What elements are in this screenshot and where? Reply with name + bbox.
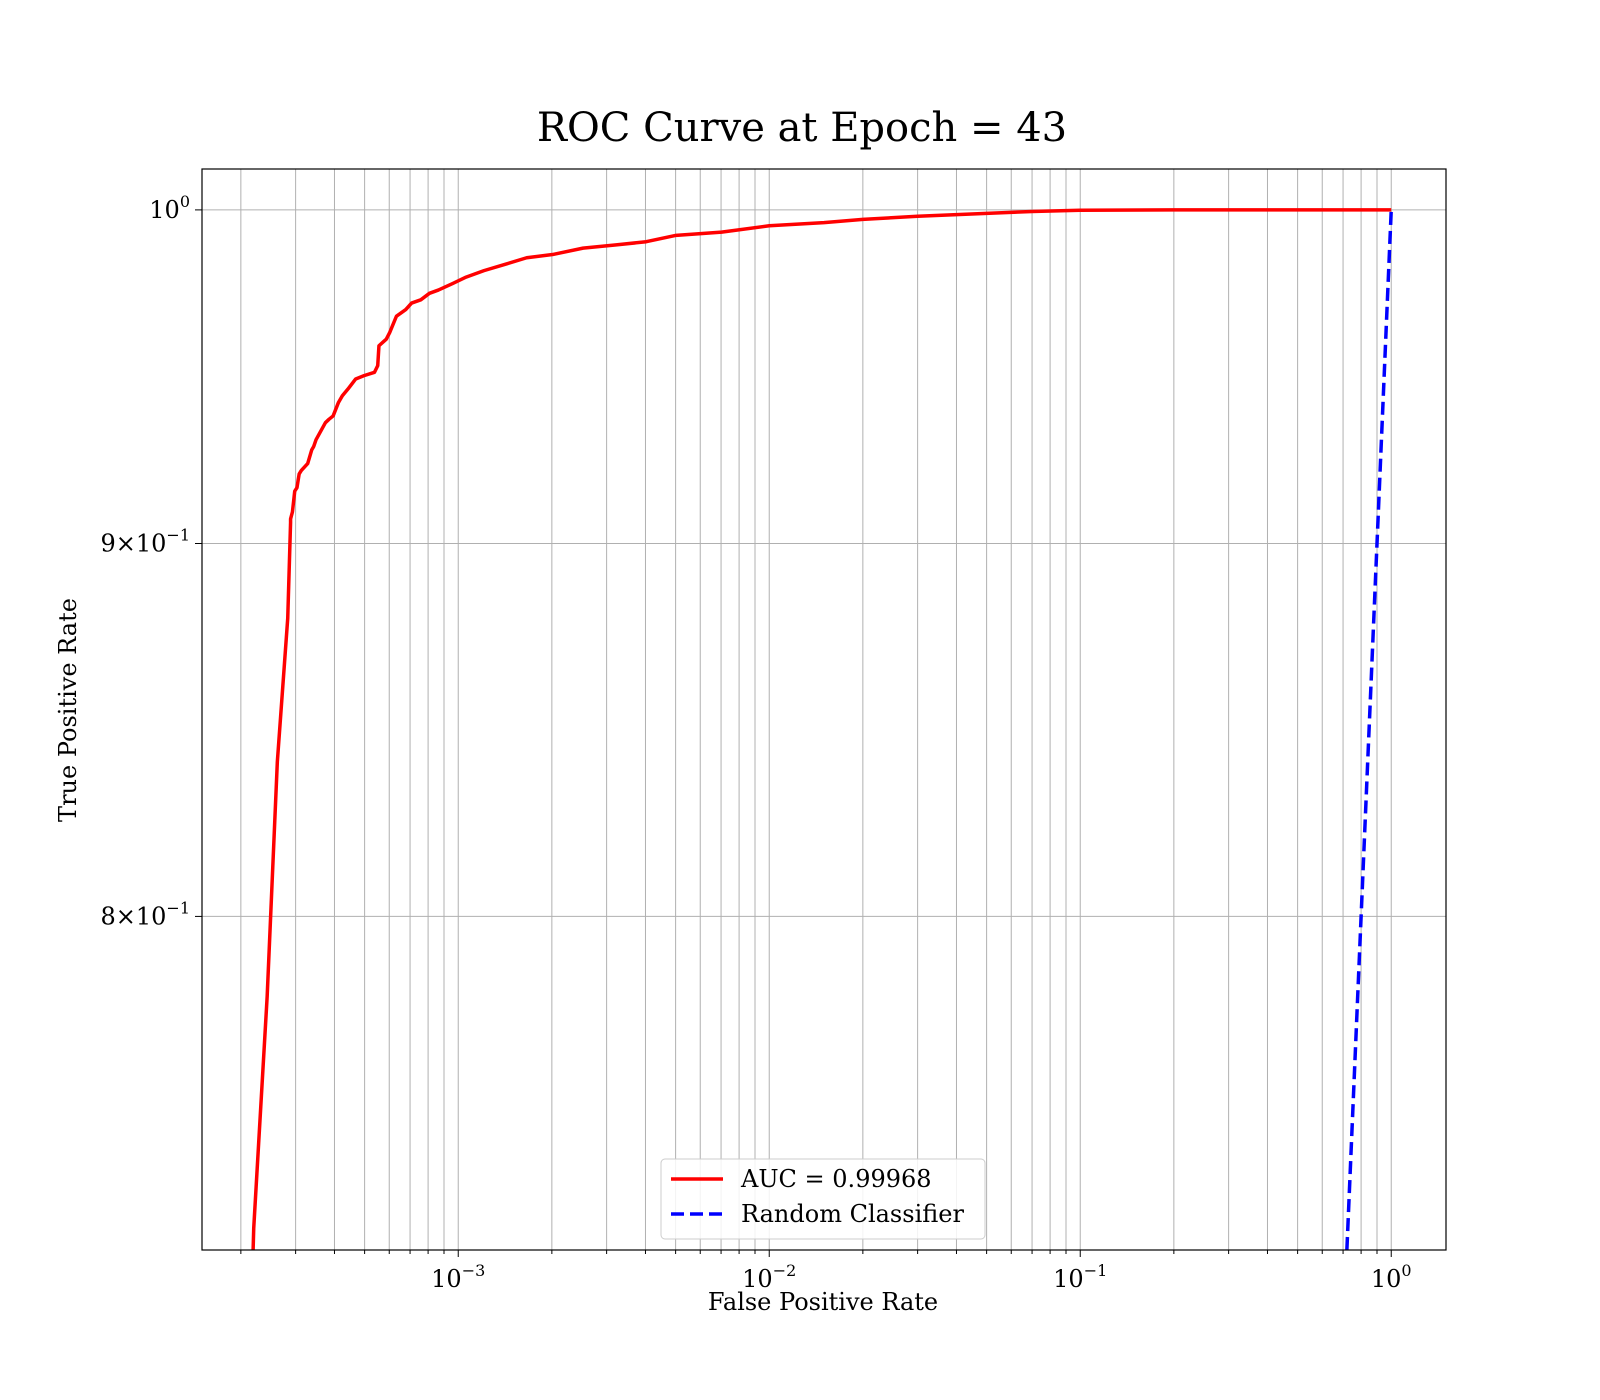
plot-frame <box>201 168 1447 1251</box>
x-axis-ticks: 10−3 10−2 10−1 100 <box>240 1250 1412 1293</box>
y-tick-label: 9×10−1 <box>100 525 190 557</box>
roc-curve-line <box>251 208 1392 1250</box>
y-axis-label: True Positive Rate <box>54 598 82 822</box>
y-tick-label: 8×10−1 <box>100 898 190 930</box>
y-tick-label: 100 <box>149 192 190 224</box>
x-tick-label: 10−2 <box>742 1261 796 1293</box>
x-tick-label: 10−3 <box>431 1261 485 1293</box>
legend: AUC = 0.99968 Random Classifier <box>660 1158 986 1240</box>
x-tick-label: 10−1 <box>1053 1261 1107 1293</box>
chart-title: ROC Curve at Epoch = 43 <box>537 105 1067 151</box>
x-axis-label: False Positive Rate <box>708 1288 938 1316</box>
random-classifier-line <box>1345 209 1393 1250</box>
y-axis-ticks: 100 9×10−1 8×10−1 <box>100 192 202 930</box>
legend-box <box>660 1158 986 1240</box>
legend-label-random-classifier: Random Classifier <box>741 1200 964 1228</box>
series-layer <box>251 208 1393 1250</box>
x-tick-label: 100 <box>1371 1261 1412 1293</box>
grid-lines <box>202 169 1446 1250</box>
legend-label-auc: AUC = 0.99968 <box>740 1165 932 1193</box>
